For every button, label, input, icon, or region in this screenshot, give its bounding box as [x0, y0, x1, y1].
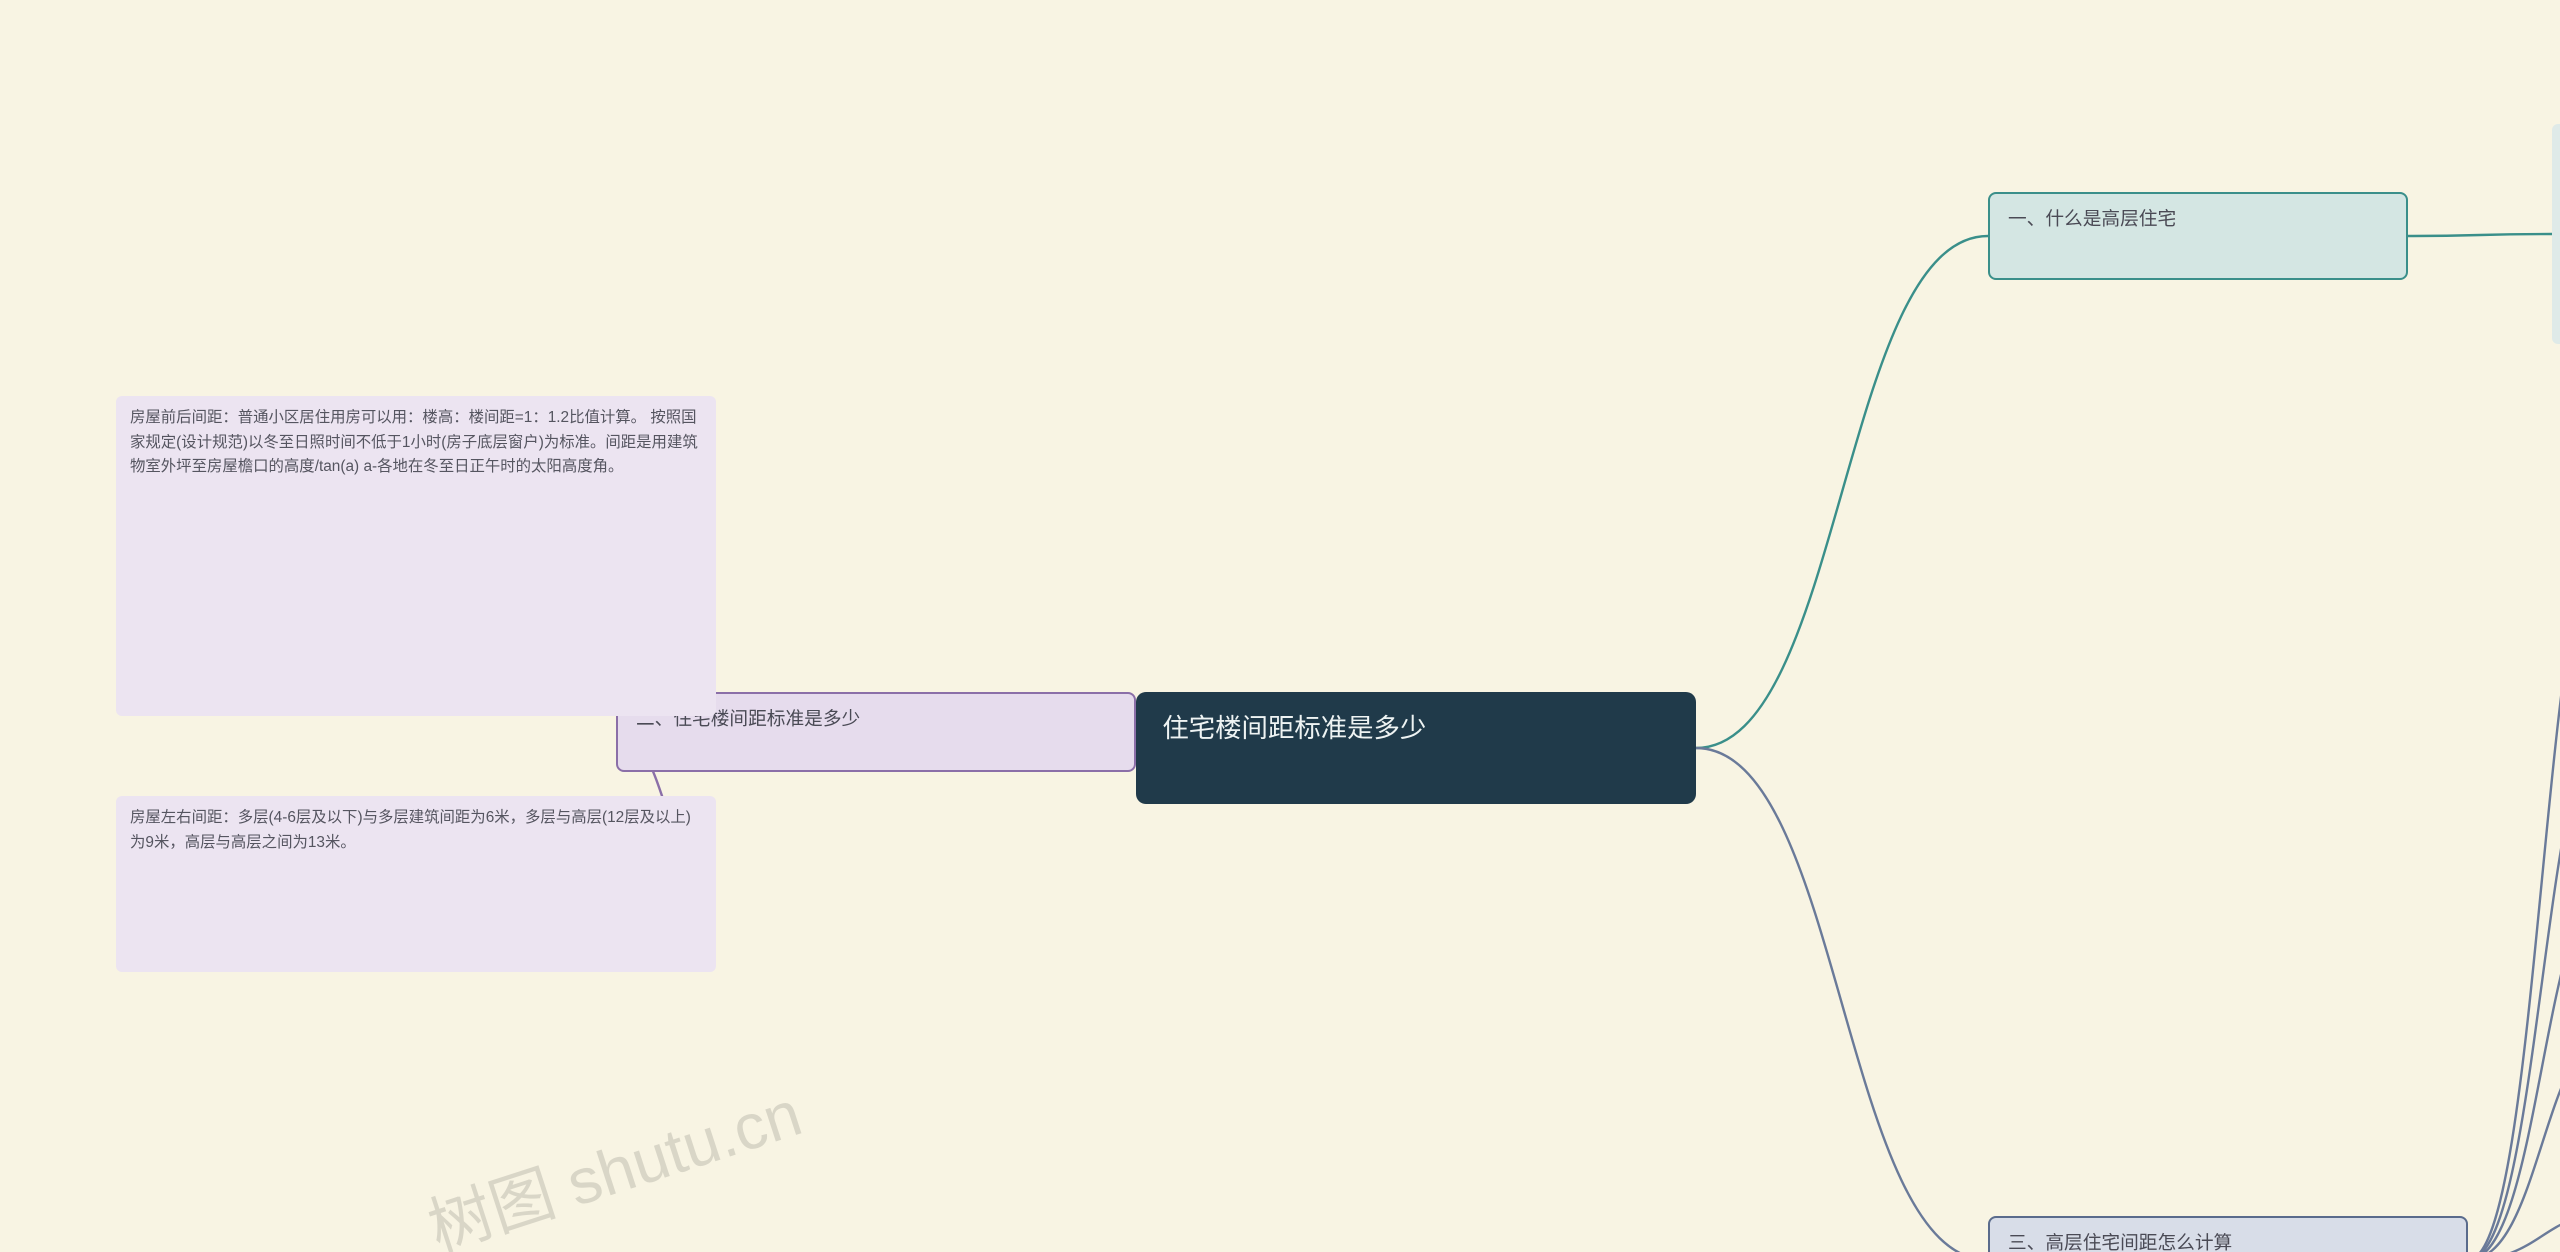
watermark-1: 树图 shutu.cn: [415, 1063, 811, 1252]
root-node[interactable]: 住宅楼间距标准是多少: [1136, 692, 1696, 804]
leaf-b2-2[interactable]: 房屋左右间距：多层(4-6层及以下)与多层建筑间距为6米，多层与高层(12层及以…: [116, 796, 716, 972]
branch-1[interactable]: 一、什么是高层住宅: [1988, 192, 2408, 280]
branch-3[interactable]: 三、高层住宅间距怎么计算: [1988, 1216, 2468, 1252]
leaf-b1-1[interactable]: 十层及十层以上的住宅，我们称之为高层住宅高层住宅是城市化、工业现代化的产物，按它…: [2552, 124, 2560, 344]
leaf-b2-1[interactable]: 房屋前后间距：普通小区居住用房可以用：楼高：楼间距=1：1.2比值计算。 按照国…: [116, 396, 716, 716]
